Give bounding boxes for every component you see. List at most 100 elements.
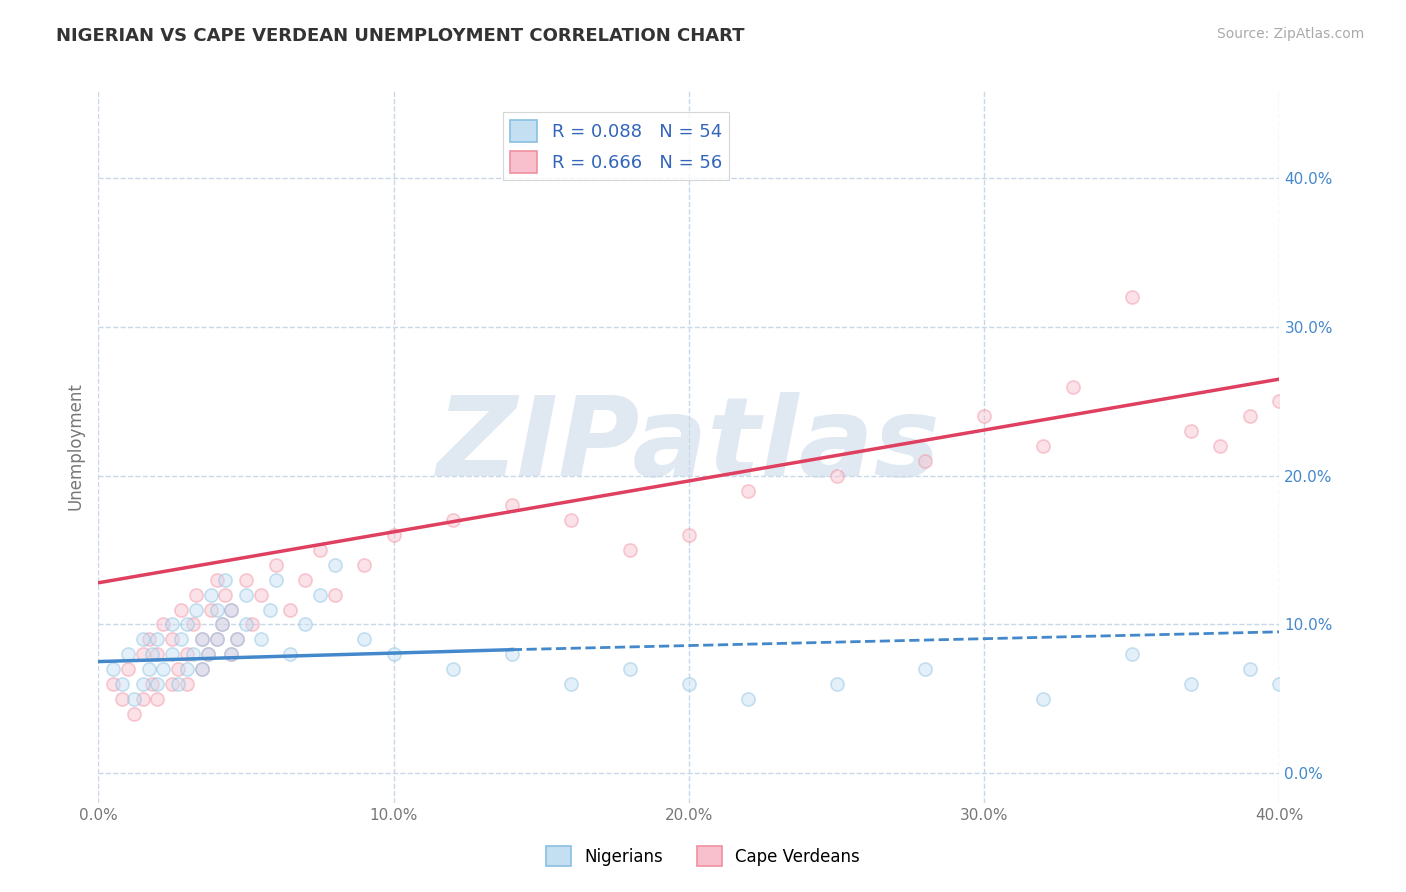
Cape Verdeans bbox=[353, 558, 375, 572]
Nigerians bbox=[250, 632, 273, 647]
Cape Verdeans bbox=[914, 454, 936, 468]
Cape Verdeans bbox=[176, 677, 198, 691]
Cape Verdeans bbox=[1180, 424, 1202, 438]
Nigerians bbox=[191, 662, 214, 676]
Cape Verdeans bbox=[152, 617, 174, 632]
Legend: R = 0.088   N = 54, R = 0.666   N = 56: R = 0.088 N = 54, R = 0.666 N = 56 bbox=[503, 112, 730, 180]
Nigerians bbox=[211, 617, 233, 632]
Cape Verdeans bbox=[138, 632, 160, 647]
Nigerians bbox=[176, 617, 198, 632]
Nigerians bbox=[138, 662, 160, 676]
Nigerians bbox=[181, 647, 204, 661]
Cape Verdeans bbox=[132, 647, 155, 661]
Cape Verdeans bbox=[1121, 290, 1143, 304]
Nigerians bbox=[184, 602, 207, 616]
Nigerians bbox=[264, 573, 287, 587]
Cape Verdeans bbox=[973, 409, 995, 424]
Cape Verdeans bbox=[211, 617, 233, 632]
Nigerians bbox=[678, 677, 700, 691]
Nigerians bbox=[1268, 677, 1291, 691]
Nigerians bbox=[152, 662, 174, 676]
Cape Verdeans bbox=[560, 513, 582, 527]
Cape Verdeans bbox=[250, 588, 273, 602]
Cape Verdeans bbox=[205, 573, 228, 587]
Cape Verdeans bbox=[197, 647, 219, 661]
Nigerians bbox=[501, 647, 523, 661]
Cape Verdeans bbox=[235, 573, 257, 587]
Cape Verdeans bbox=[111, 691, 134, 706]
Cape Verdeans bbox=[1062, 379, 1084, 393]
Nigerians bbox=[200, 588, 222, 602]
Nigerians bbox=[914, 662, 936, 676]
Nigerians bbox=[294, 617, 316, 632]
Cape Verdeans bbox=[122, 706, 145, 721]
Cape Verdeans bbox=[1032, 439, 1054, 453]
Nigerians bbox=[235, 617, 257, 632]
Cape Verdeans bbox=[1268, 394, 1291, 409]
Cape Verdeans bbox=[103, 677, 125, 691]
Nigerians bbox=[309, 588, 332, 602]
Nigerians bbox=[259, 602, 281, 616]
Nigerians bbox=[205, 602, 228, 616]
Nigerians bbox=[353, 632, 375, 647]
Cape Verdeans bbox=[226, 632, 249, 647]
Cape Verdeans bbox=[678, 528, 700, 542]
Cape Verdeans bbox=[170, 602, 193, 616]
Cape Verdeans bbox=[221, 602, 243, 616]
Cape Verdeans bbox=[323, 588, 346, 602]
Cape Verdeans bbox=[221, 647, 243, 661]
Cape Verdeans bbox=[191, 662, 214, 676]
Nigerians bbox=[560, 677, 582, 691]
Nigerians bbox=[1032, 691, 1054, 706]
Nigerians bbox=[280, 647, 302, 661]
Nigerians bbox=[441, 662, 464, 676]
Cape Verdeans bbox=[309, 543, 332, 558]
Nigerians bbox=[825, 677, 848, 691]
Nigerians bbox=[1180, 677, 1202, 691]
Cape Verdeans bbox=[501, 499, 523, 513]
Nigerians bbox=[162, 617, 183, 632]
Cape Verdeans bbox=[280, 602, 302, 616]
Nigerians bbox=[197, 647, 219, 661]
Cape Verdeans bbox=[162, 632, 183, 647]
Nigerians bbox=[323, 558, 346, 572]
Nigerians bbox=[737, 691, 759, 706]
Text: NIGERIAN VS CAPE VERDEAN UNEMPLOYMENT CORRELATION CHART: NIGERIAN VS CAPE VERDEAN UNEMPLOYMENT CO… bbox=[56, 27, 745, 45]
Cape Verdeans bbox=[737, 483, 759, 498]
Nigerians bbox=[221, 647, 243, 661]
Cape Verdeans bbox=[619, 543, 641, 558]
Cape Verdeans bbox=[117, 662, 139, 676]
Nigerians bbox=[214, 573, 236, 587]
Cape Verdeans bbox=[1239, 409, 1261, 424]
Cape Verdeans bbox=[146, 691, 169, 706]
Nigerians bbox=[205, 632, 228, 647]
Nigerians bbox=[221, 602, 243, 616]
Nigerians bbox=[132, 677, 155, 691]
Nigerians bbox=[235, 588, 257, 602]
Cape Verdeans bbox=[132, 691, 155, 706]
Cape Verdeans bbox=[214, 588, 236, 602]
Cape Verdeans bbox=[1209, 439, 1232, 453]
Cape Verdeans bbox=[240, 617, 263, 632]
Cape Verdeans bbox=[167, 662, 190, 676]
Nigerians bbox=[162, 647, 183, 661]
Nigerians bbox=[1239, 662, 1261, 676]
Cape Verdeans bbox=[162, 677, 183, 691]
Nigerians bbox=[382, 647, 405, 661]
Nigerians bbox=[191, 632, 214, 647]
Nigerians bbox=[226, 632, 249, 647]
Nigerians bbox=[146, 677, 169, 691]
Cape Verdeans bbox=[382, 528, 405, 542]
Y-axis label: Unemployment: Unemployment bbox=[66, 382, 84, 510]
Legend: Nigerians, Cape Verdeans: Nigerians, Cape Verdeans bbox=[538, 838, 868, 875]
Text: ZIPatlas: ZIPatlas bbox=[437, 392, 941, 500]
Cape Verdeans bbox=[825, 468, 848, 483]
Cape Verdeans bbox=[146, 647, 169, 661]
Cape Verdeans bbox=[191, 632, 214, 647]
Cape Verdeans bbox=[294, 573, 316, 587]
Nigerians bbox=[176, 662, 198, 676]
Nigerians bbox=[111, 677, 134, 691]
Nigerians bbox=[619, 662, 641, 676]
Nigerians bbox=[167, 677, 190, 691]
Nigerians bbox=[146, 632, 169, 647]
